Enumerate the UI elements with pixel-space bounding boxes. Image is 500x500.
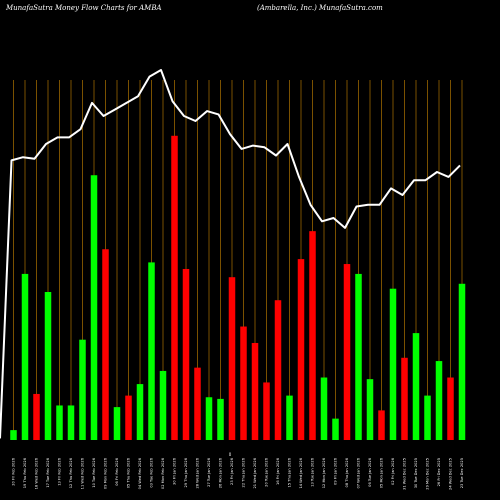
- mid-axis-label: 0: [229, 452, 232, 457]
- x-tick-label: 08 Thu Jan 2026: [345, 457, 349, 487]
- x-tick-label: 23 Tue Dec 2025: [460, 458, 464, 488]
- x-tick-label: 24 Wed Dec 2025: [449, 458, 453, 490]
- x-tick-label: 26 Fri Dec 2025: [437, 458, 441, 486]
- money-in-bar: [424, 395, 431, 440]
- x-tick-label: 30 Fri Jan 2026: [173, 457, 177, 485]
- x-tick-label: 23 Fri Jan 2026: [230, 457, 234, 485]
- x-tick-label: 20 Fri Feb 2026: [12, 457, 16, 486]
- x-tick-label: 13 Tue Jan 2026: [311, 457, 315, 487]
- money-out-bar: [171, 135, 178, 440]
- money-out-bar: [297, 259, 305, 440]
- x-tick-label: 02 Mon Feb 2026: [161, 457, 165, 489]
- x-tick-label: 17 Tue Feb 2026: [46, 457, 50, 487]
- money-in-bar: [286, 395, 293, 440]
- money-out-bar: [343, 264, 351, 440]
- money-out-bar: [274, 300, 282, 440]
- money-in-bar: [412, 333, 420, 440]
- money-flow-bars: [10, 135, 466, 440]
- x-tick-label: 31 Wed Dec 2025: [403, 458, 407, 490]
- money-out-bar: [447, 377, 454, 440]
- money-in-bar: [435, 361, 443, 440]
- x-tick-label: 06 Fri Feb 2026: [115, 457, 119, 486]
- x-tick-label: 12 Mon Jan 2026: [322, 457, 326, 488]
- money-in-bar: [366, 379, 374, 440]
- x-tick-label: 30 Tue Dec 2025: [414, 458, 418, 488]
- x-tick-label: 29 Thu Jan 2026: [184, 457, 188, 487]
- x-tick-label: 07 Wed Jan 2026: [357, 457, 361, 488]
- money-in-bar: [205, 397, 213, 440]
- x-tick-label: 27 Tue Jan 2026: [207, 457, 211, 487]
- money-in-bar: [332, 418, 339, 440]
- money-in-bar: [67, 405, 75, 440]
- money-out-bar: [228, 277, 236, 440]
- x-tick-label: 15 Thu Jan 2026: [288, 457, 292, 487]
- x-tick-label: 02 Fri Jan 2026: [391, 457, 395, 485]
- money-in-bar: [355, 273, 362, 440]
- money-out-bar: [33, 393, 40, 440]
- money-out-bar: [309, 231, 316, 440]
- money-in-bar: [90, 175, 98, 440]
- x-tick-label: 12 Thu Feb 2026: [69, 457, 73, 488]
- money-in-bar: [79, 339, 86, 440]
- money-out-bar: [401, 357, 408, 440]
- money-in-bar: [56, 405, 63, 440]
- money-in-bar: [458, 283, 466, 440]
- x-axis-ticks: 20 Fri Feb 2026 19 Thu Feb 2026 18 Wed Feb…: [12, 457, 465, 490]
- x-tick-label: 06 Tue Jan 2026: [368, 457, 372, 487]
- chart-header-left: MunafaSutra Money Flow Charts for AMBA: [5, 4, 162, 12]
- money-in-bar: [136, 384, 144, 440]
- x-tick-label: 03 Tue Feb 2026: [150, 457, 154, 487]
- x-tick-label: 16 Fri Jan 2026: [276, 457, 280, 485]
- x-tick-label: 05 Mon Jan 2026: [380, 457, 384, 488]
- chart-header-right: (Ambarella, Inc.) MunafaSutra.com: [257, 4, 383, 12]
- money-in-bar: [217, 398, 224, 440]
- x-tick-label: 11 Wed Feb 2026: [81, 457, 85, 489]
- money-out-bar: [240, 326, 247, 440]
- price-line-series: [0, 69, 461, 439]
- money-in-bar: [389, 288, 397, 440]
- x-tick-label: 29 Mon Dec 2025: [426, 458, 430, 490]
- x-tick-label: 22 Thu Jan 2026: [242, 457, 246, 487]
- x-tick-label: 20 Tue Jan 2026: [265, 457, 269, 487]
- money-out-bar: [378, 410, 385, 440]
- x-tick-label: 05 Thu Feb 2026: [127, 457, 131, 488]
- x-tick-label: 19 Thu Feb 2026: [23, 457, 27, 488]
- x-tick-label: 26 Mon Jan 2026: [219, 457, 223, 488]
- money-in-bar: [148, 262, 155, 440]
- money-in-bar: [113, 407, 121, 440]
- price-line: [0, 69, 461, 439]
- money-out-bar: [251, 342, 259, 440]
- money-in-bar: [21, 273, 29, 440]
- x-tick-label: 09 Mon Feb 2026: [104, 457, 108, 489]
- money-in-bar: [10, 430, 17, 440]
- money-in-bar: [320, 377, 328, 440]
- money-in-bar: [159, 370, 167, 440]
- x-tick-label: 14 Wed Jan 2026: [299, 457, 303, 488]
- money-out-bar: [263, 382, 270, 440]
- x-tick-label: 28 Wed Jan 2026: [196, 457, 200, 488]
- money-out-bar: [125, 395, 132, 440]
- x-tick-label: 21 Wed Jan 2026: [253, 457, 257, 488]
- money-out-bar: [102, 249, 109, 440]
- x-tick-label: 18 Wed Feb 2026: [35, 457, 39, 489]
- x-tick-label: 04 Wed Feb 2026: [138, 457, 142, 489]
- money-out-bar: [194, 367, 201, 440]
- x-tick-label: 09 Fri Jan 2026: [334, 457, 338, 485]
- x-tick-label: 13 Fri Feb 2026: [58, 457, 62, 486]
- x-tick-label: 10 Tue Feb 2026: [92, 457, 96, 487]
- money-in-bar: [44, 292, 52, 440]
- money-out-bar: [182, 268, 190, 440]
